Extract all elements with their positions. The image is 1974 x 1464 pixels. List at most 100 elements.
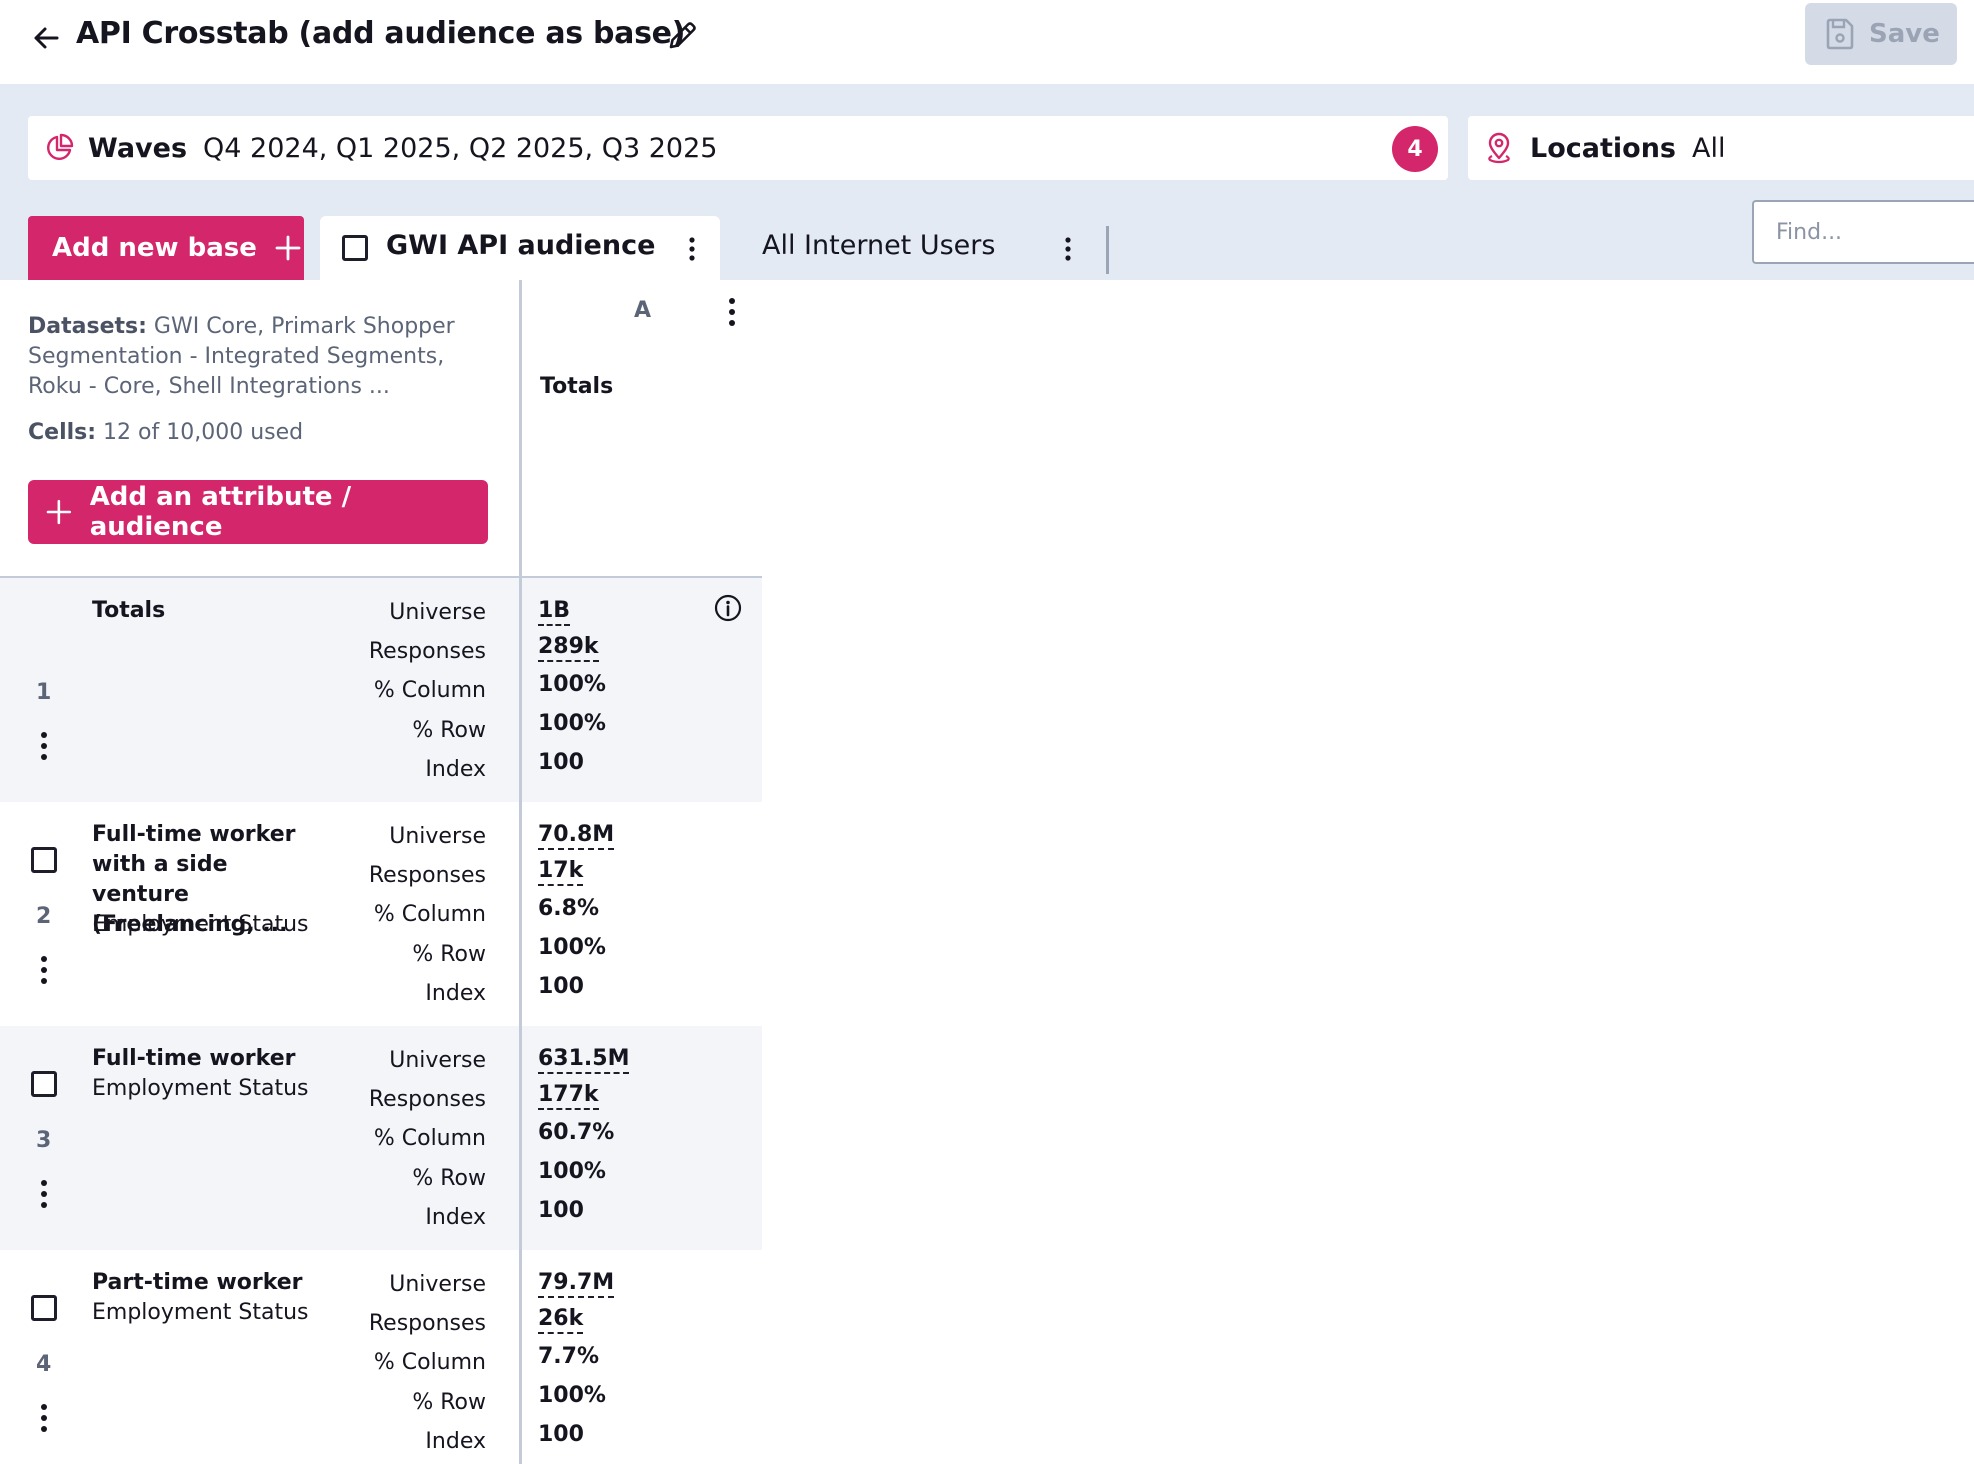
floppy-disk-icon bbox=[1826, 18, 1854, 50]
save-button[interactable]: Save bbox=[1805, 3, 1957, 65]
base-tab-label: GWI API audience bbox=[386, 230, 656, 261]
cell-row-pct: 100% bbox=[538, 711, 606, 736]
row-title: Full-time worker bbox=[92, 1046, 296, 1071]
cells-label: Cells: bbox=[28, 420, 97, 445]
row-title: Full-time worker with a side venture (Fr… bbox=[92, 822, 296, 937]
row-menu-button[interactable] bbox=[32, 1176, 56, 1212]
cells-info: Cells: 12 of 10,000 used bbox=[28, 420, 303, 445]
base-tab-checkbox[interactable] bbox=[342, 235, 368, 261]
metric-label-universe: Universe bbox=[389, 824, 486, 849]
table-row: Part-time worker Employment Status 4 Uni… bbox=[0, 1250, 762, 1464]
back-button[interactable] bbox=[24, 16, 68, 60]
cell-column-pct: 60.7% bbox=[538, 1120, 615, 1145]
row-subtitle: Employment Status bbox=[92, 1300, 309, 1325]
waves-filter[interactable]: Waves Q4 2024, Q1 2025, Q2 2025, Q3 2025… bbox=[28, 116, 1448, 180]
column-letter: A bbox=[634, 298, 652, 323]
kebab-menu-icon bbox=[689, 237, 695, 261]
cell-column-pct: 6.8% bbox=[538, 896, 600, 921]
cell-responses[interactable]: 17k bbox=[538, 858, 584, 886]
column-divider bbox=[519, 280, 522, 1464]
base-tab-label: All Internet Users bbox=[762, 230, 996, 261]
cell-universe[interactable]: 631.5M bbox=[538, 1046, 630, 1074]
table-row: Full-time worker with a side venture (Fr… bbox=[0, 802, 762, 1026]
waves-value: Q4 2024, Q1 2025, Q2 2025, Q3 2025 bbox=[203, 132, 718, 164]
column-header-a[interactable]: A Totals bbox=[522, 280, 762, 577]
base-tab-menu-button[interactable] bbox=[680, 234, 704, 264]
header-divider bbox=[0, 576, 762, 578]
metric-label-column: % Column bbox=[373, 1126, 486, 1151]
table-row: Totals 1 Universe Responses % Column % R… bbox=[0, 578, 762, 802]
edit-title-button[interactable] bbox=[662, 14, 702, 58]
row-number: 3 bbox=[36, 1128, 52, 1153]
metric-label-row: % Row bbox=[412, 942, 486, 967]
base-tab-all-internet-users[interactable]: All Internet Users bbox=[740, 216, 1112, 280]
cell-index: 100 bbox=[538, 1422, 584, 1447]
cell-index: 100 bbox=[538, 750, 584, 775]
row-subtitle: Employment Status bbox=[92, 1076, 309, 1101]
plus-icon bbox=[275, 235, 301, 261]
metric-label-column: % Column bbox=[373, 678, 486, 703]
cell-row-pct: 100% bbox=[538, 935, 606, 960]
locations-filter[interactable]: Locations All bbox=[1468, 116, 1974, 180]
waves-label: Waves bbox=[88, 132, 188, 164]
metric-label-responses: Responses bbox=[368, 639, 486, 664]
column-menu-button[interactable] bbox=[720, 294, 744, 330]
row-number: 4 bbox=[36, 1352, 52, 1377]
kebab-menu-icon bbox=[1065, 237, 1071, 261]
cell-row-pct: 100% bbox=[538, 1159, 606, 1184]
crosstab-info-panel: Datasets: GWI Core, Primark Shopper Segm… bbox=[0, 280, 520, 577]
waves-pie-icon bbox=[47, 133, 74, 160]
save-button-label: Save bbox=[1869, 19, 1940, 49]
metric-label-column: % Column bbox=[373, 1350, 486, 1375]
metric-label-index: Index bbox=[425, 981, 486, 1006]
datasets-value: GWI Core, Primark Shopper Segmentation -… bbox=[28, 314, 455, 399]
base-tab-menu-button[interactable] bbox=[1056, 234, 1080, 264]
cell-column-pct: 100% bbox=[538, 672, 606, 697]
metric-label-universe: Universe bbox=[389, 600, 486, 625]
row-checkbox[interactable] bbox=[31, 1071, 57, 1097]
top-bar: API Crosstab (add audience as base) Save bbox=[0, 0, 1974, 84]
datasets-label: Datasets: bbox=[28, 314, 147, 339]
metric-label-responses: Responses bbox=[368, 1311, 486, 1336]
add-new-base-button[interactable]: Add new base bbox=[28, 216, 304, 280]
row-checkbox[interactable] bbox=[31, 1295, 57, 1321]
cell-responses[interactable]: 289k bbox=[538, 634, 599, 662]
kebab-menu-icon bbox=[729, 298, 735, 326]
kebab-menu-icon bbox=[41, 732, 47, 760]
tab-divider bbox=[1106, 226, 1109, 274]
cell-responses[interactable]: 26k bbox=[538, 1306, 584, 1334]
arrow-left-icon bbox=[34, 27, 59, 49]
row-menu-button[interactable] bbox=[32, 952, 56, 988]
cell-universe[interactable]: 70.8M bbox=[538, 822, 615, 850]
row-title: Totals bbox=[92, 598, 166, 623]
waves-count-badge: 4 bbox=[1392, 126, 1438, 172]
row-subtitle: Employment Status bbox=[92, 912, 309, 937]
cell-responses[interactable]: 177k bbox=[538, 1082, 599, 1110]
add-attribute-audience-button[interactable]: Add an attribute / audience bbox=[28, 480, 488, 544]
row-checkbox[interactable] bbox=[31, 847, 57, 873]
find-input[interactable] bbox=[1752, 200, 1974, 264]
row-number: 2 bbox=[36, 904, 52, 929]
info-icon[interactable] bbox=[714, 594, 742, 622]
table-row: Full-time worker Employment Status 3 Uni… bbox=[0, 1026, 762, 1250]
page-title: API Crosstab (add audience as base) bbox=[76, 16, 686, 51]
metric-label-index: Index bbox=[425, 1205, 486, 1230]
cell-universe[interactable]: 79.7M bbox=[538, 1270, 615, 1298]
cell-universe[interactable]: 1B bbox=[538, 598, 571, 626]
add-new-base-label: Add new base bbox=[52, 233, 257, 263]
cell-column-pct: 7.7% bbox=[538, 1344, 600, 1369]
row-menu-button[interactable] bbox=[32, 1400, 56, 1436]
kebab-menu-icon bbox=[41, 1180, 47, 1208]
base-tab-gwi-api-audience[interactable]: GWI API audience bbox=[320, 216, 720, 280]
cells-value: 12 of 10,000 used bbox=[103, 420, 304, 445]
cell-index: 100 bbox=[538, 974, 584, 999]
metric-label-responses: Responses bbox=[368, 1087, 486, 1112]
kebab-menu-icon bbox=[41, 1404, 47, 1432]
datasets-info: Datasets: GWI Core, Primark Shopper Segm… bbox=[28, 312, 498, 402]
metric-label-index: Index bbox=[425, 757, 486, 782]
metric-label-row: % Row bbox=[412, 1166, 486, 1191]
row-menu-button[interactable] bbox=[32, 728, 56, 764]
pencil-icon bbox=[669, 22, 696, 49]
add-attribute-audience-label: Add an attribute / audience bbox=[89, 482, 352, 542]
column-title: Totals bbox=[540, 374, 614, 399]
